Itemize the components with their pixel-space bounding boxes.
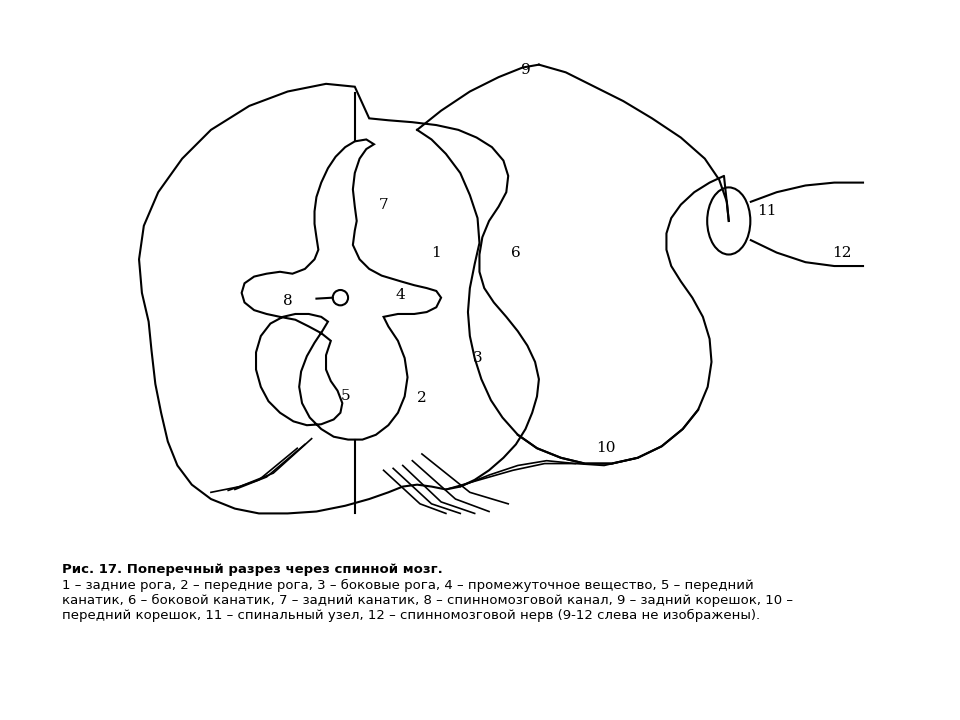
Text: 6: 6 [511,246,520,260]
Text: канатик, 6 – боковой канатик, 7 – задний канатик, 8 – спинномозговой канал, 9 – : канатик, 6 – боковой канатик, 7 – задний… [62,594,793,607]
Text: 11: 11 [757,204,777,218]
Text: передний корешок, 11 – спинальный узел, 12 – спинномозговой нерв (9-12 слева не : передний корешок, 11 – спинальный узел, … [62,609,760,622]
Text: 2: 2 [417,392,427,405]
Polygon shape [139,84,539,513]
Ellipse shape [708,187,751,255]
Text: 1: 1 [431,246,442,260]
Text: 9: 9 [520,63,530,78]
Polygon shape [242,140,441,440]
Text: 12: 12 [832,246,852,260]
Circle shape [333,290,348,305]
Text: Рис. 17. Поперечный разрез через спинной мозг.: Рис. 17. Поперечный разрез через спинной… [62,563,444,576]
Text: 4: 4 [396,288,406,302]
Text: 5: 5 [341,390,350,403]
Text: 3: 3 [472,351,482,365]
Text: 7: 7 [379,198,389,212]
Text: 8: 8 [283,294,293,307]
Text: 1 – задние рога, 2 – передние рога, 3 – боковые рога, 4 – промежуточное вещество: 1 – задние рога, 2 – передние рога, 3 – … [62,579,754,592]
Text: 10: 10 [596,441,615,455]
